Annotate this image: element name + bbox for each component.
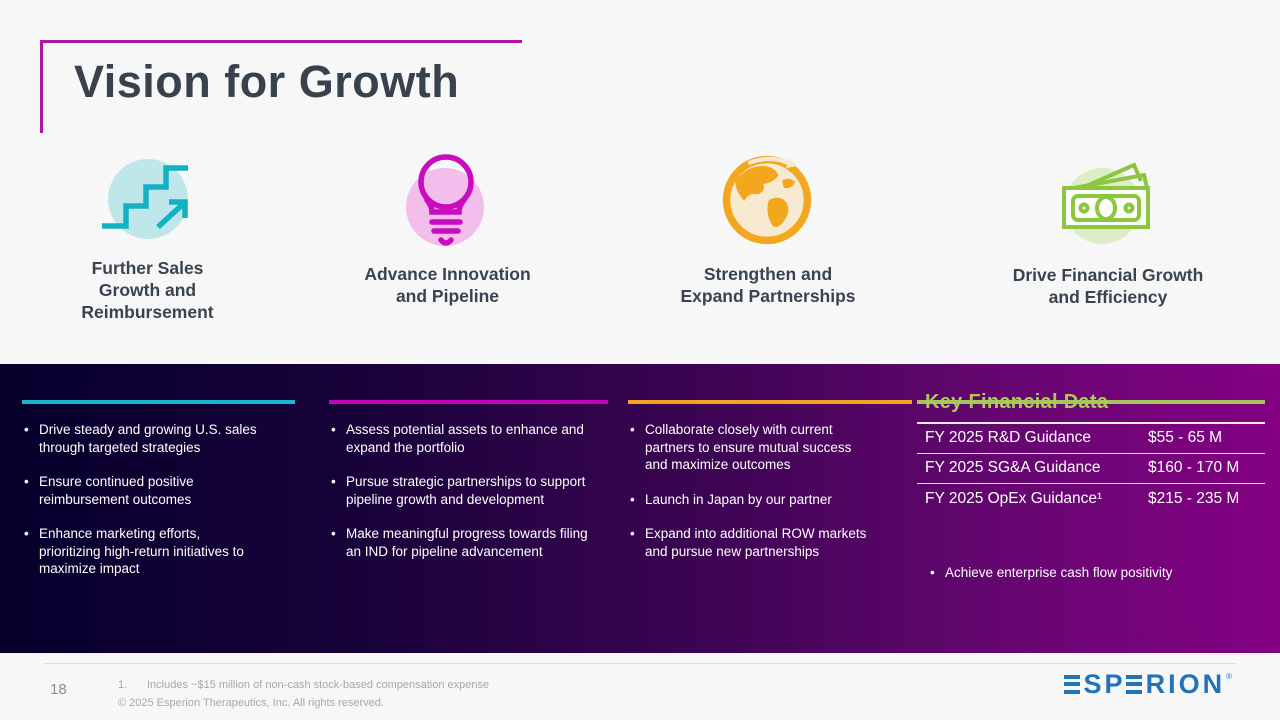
logo-letter-e (1063, 674, 1080, 694)
row-value: $55 - 65 M (1148, 428, 1223, 446)
logo-letter: O (1178, 669, 1200, 699)
column-financial: Key Financial Data FY 2025 R&D Guidance … (917, 364, 1265, 653)
footnote-block: 1. Includes ~$15 million of non-cash sto… (118, 676, 489, 712)
logo-letter: P (1104, 669, 1123, 699)
table-row: FY 2025 R&D Guidance $55 - 65 M (917, 423, 1265, 454)
accent-line-magenta (329, 400, 608, 404)
financial-data-heading: Key Financial Data (917, 391, 1265, 424)
accent-line-orange (628, 400, 912, 404)
column-partnerships: Collaborate closely with current partner… (628, 364, 912, 653)
accent-line-teal (22, 400, 295, 404)
table-row: FY 2025 SG&A Guidance $160 - 170 M (917, 454, 1265, 484)
list-item: Collaborate closely with current partner… (628, 421, 873, 474)
list-item: Launch in Japan by our partner (628, 491, 873, 509)
column-sales: Drive steady and growing U.S. sales thro… (22, 364, 295, 653)
strategy-band: Drive steady and growing U.S. sales thro… (0, 364, 1280, 653)
row-label: FY 2025 OpEx Guidance¹ (925, 489, 1103, 507)
lightbulb-icon (406, 154, 484, 246)
page-number: 18 (50, 681, 67, 698)
logo-letter: S (1083, 669, 1102, 699)
accent-line-green (917, 400, 1265, 404)
copyright-text: © 2025 Esperion Therapeutics, Inc. All r… (118, 697, 384, 709)
list-item: Pursue strategic partnerships to support… (329, 473, 589, 508)
esperion-logo: S P R I O N ® (1063, 669, 1232, 699)
pillar-label-sales: Further Sales Growth and Reimbursement (81, 258, 214, 322)
row-value: $215 - 235 M (1148, 489, 1240, 507)
footnote-number: 1. (118, 679, 128, 691)
pillar-label-financial: Drive Financial Growth and Efficiency (1012, 265, 1204, 307)
globe-icon (722, 155, 812, 245)
logo-letter: I (1168, 669, 1176, 699)
list-item: Enhance marketing efforts, prioritizing … (22, 525, 262, 578)
footer-divider (45, 663, 1235, 664)
financial-data-table: FY 2025 R&D Guidance $55 - 65 M FY 2025 … (917, 423, 1265, 514)
row-label: FY 2025 SG&A Guidance (925, 459, 1101, 477)
column-innovation: Assess potential assets to enhance and e… (329, 364, 608, 653)
logo-letter: R (1145, 669, 1166, 699)
list-item: Achieve enterprise cash flow positivity (928, 564, 1265, 581)
logo-letter-e (1125, 674, 1142, 694)
list-item: Ensure continued positive reimbursement … (22, 473, 262, 508)
sales-growth-stairs-icon (102, 159, 188, 239)
list-item: Make meaningful progress towards filing … (329, 525, 589, 560)
list-item: Assess potential assets to enhance and e… (329, 421, 589, 456)
row-value: $160 - 170 M (1148, 459, 1240, 477)
page-title: Vision for Growth (74, 56, 460, 107)
title-frame-top (40, 40, 522, 43)
row-label: FY 2025 R&D Guidance (925, 428, 1092, 446)
title-frame-left (40, 40, 43, 133)
footnote-text: Includes ~$15 million of non-cash stock-… (147, 679, 490, 691)
money-icon (1062, 162, 1150, 244)
pillar-label-innovation: Advance Innovation and Pipeline (364, 264, 531, 306)
table-row: FY 2025 OpEx Guidance¹ $215 - 235 M (917, 484, 1265, 514)
list-item: Drive steady and growing U.S. sales thro… (22, 421, 262, 456)
logo-letter: N (1202, 669, 1223, 699)
logo-registered-mark: ® (1226, 672, 1232, 681)
pillar-label-partnerships: Strengthen and Expand Partnerships (680, 264, 856, 306)
list-item: Expand into additional ROW markets and p… (628, 525, 873, 560)
